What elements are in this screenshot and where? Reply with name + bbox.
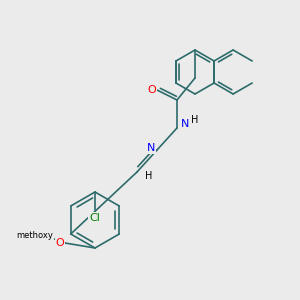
Text: H: H [191,115,199,125]
Text: H: H [145,171,153,181]
Text: O: O [56,238,64,248]
Text: methoxy: methoxy [16,230,53,239]
Text: Cl: Cl [90,213,101,223]
Text: N: N [181,119,189,129]
Text: O: O [148,85,156,95]
Text: N: N [147,143,155,153]
